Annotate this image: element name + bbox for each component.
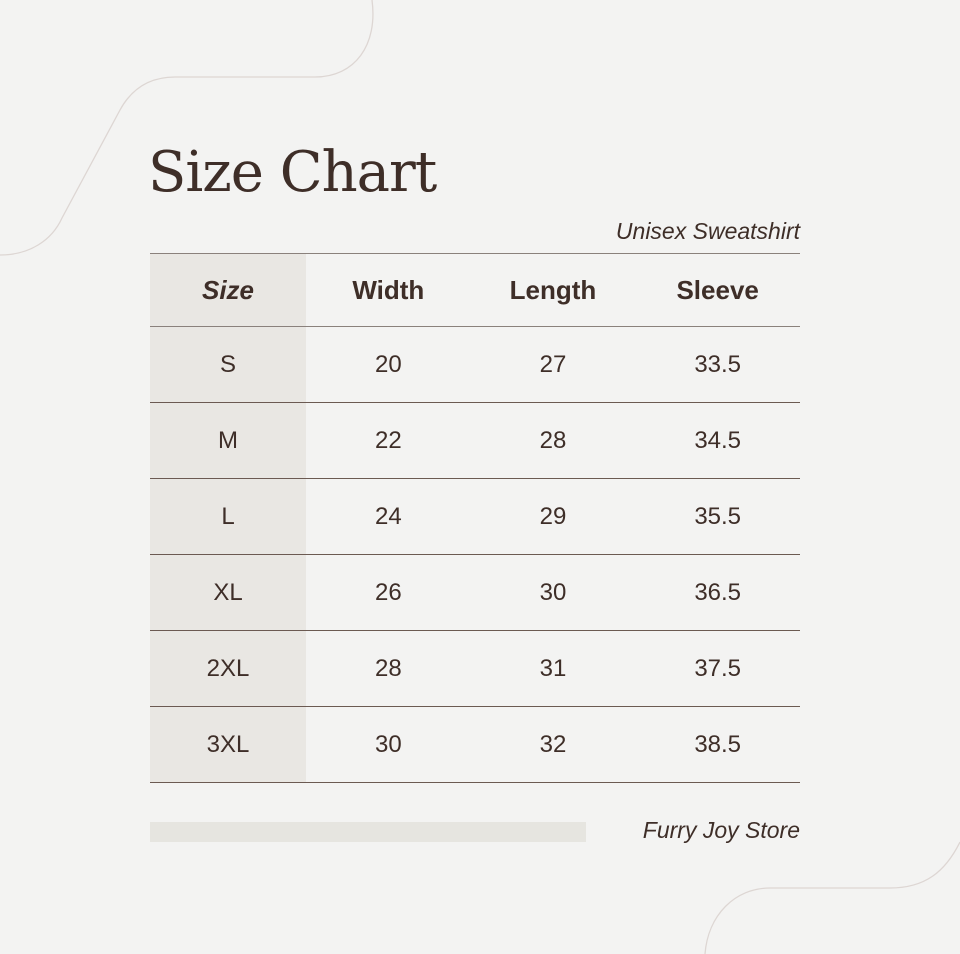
header-length: Length	[509, 274, 597, 305]
cell-sleeve: 36.5	[694, 578, 742, 606]
cell-width: 22	[374, 426, 402, 454]
table-row: 3XL 30 32 38.5	[150, 707, 800, 783]
product-subtitle: Unisex Sweatshirt	[615, 218, 800, 244]
page-title: Size Chart	[148, 140, 437, 205]
cell-sleeve: 34.5	[694, 426, 742, 454]
cell-length: 31	[539, 654, 567, 682]
cell-size: XL	[150, 555, 306, 630]
table-row: S 20 27 33.5	[150, 327, 800, 403]
header-size: Size	[150, 254, 306, 326]
table-row: L 24 29 35.5	[150, 479, 800, 555]
table-row: XL 26 30 36.5	[150, 555, 800, 631]
cell-width: 24	[374, 502, 402, 530]
cell-length: 30	[539, 578, 567, 606]
store-name: Furry Joy Store	[642, 817, 800, 843]
cell-width: 20	[374, 350, 402, 378]
cell-size: 2XL	[150, 631, 306, 706]
cell-size: S	[150, 327, 306, 402]
cell-width: 28	[374, 654, 402, 682]
cell-length: 29	[539, 502, 567, 530]
footer-bar	[150, 822, 586, 842]
table-row: 2XL 28 31 37.5	[150, 631, 800, 707]
cell-size: M	[150, 403, 306, 478]
cell-length: 27	[539, 350, 567, 378]
cell-sleeve: 33.5	[694, 350, 742, 378]
cell-sleeve: 38.5	[694, 730, 742, 758]
cell-sleeve: 37.5	[694, 654, 742, 682]
cell-size: 3XL	[150, 707, 306, 782]
header-sleeve: Sleeve	[676, 274, 759, 305]
header-width: Width	[352, 274, 425, 305]
size-table: Size Width Length Sleeve S 20 27 33.5 M 22 28 3…	[150, 253, 800, 783]
cell-width: 26	[374, 578, 402, 606]
cell-sleeve: 35.5	[694, 502, 742, 530]
cell-length: 28	[539, 426, 567, 454]
table-header-row: Size Width Length Sleeve	[150, 254, 800, 327]
table-row: M 22 28 34.5	[150, 403, 800, 479]
cell-width: 30	[374, 730, 402, 758]
cell-size: L	[150, 479, 306, 554]
cell-length: 32	[539, 730, 567, 758]
